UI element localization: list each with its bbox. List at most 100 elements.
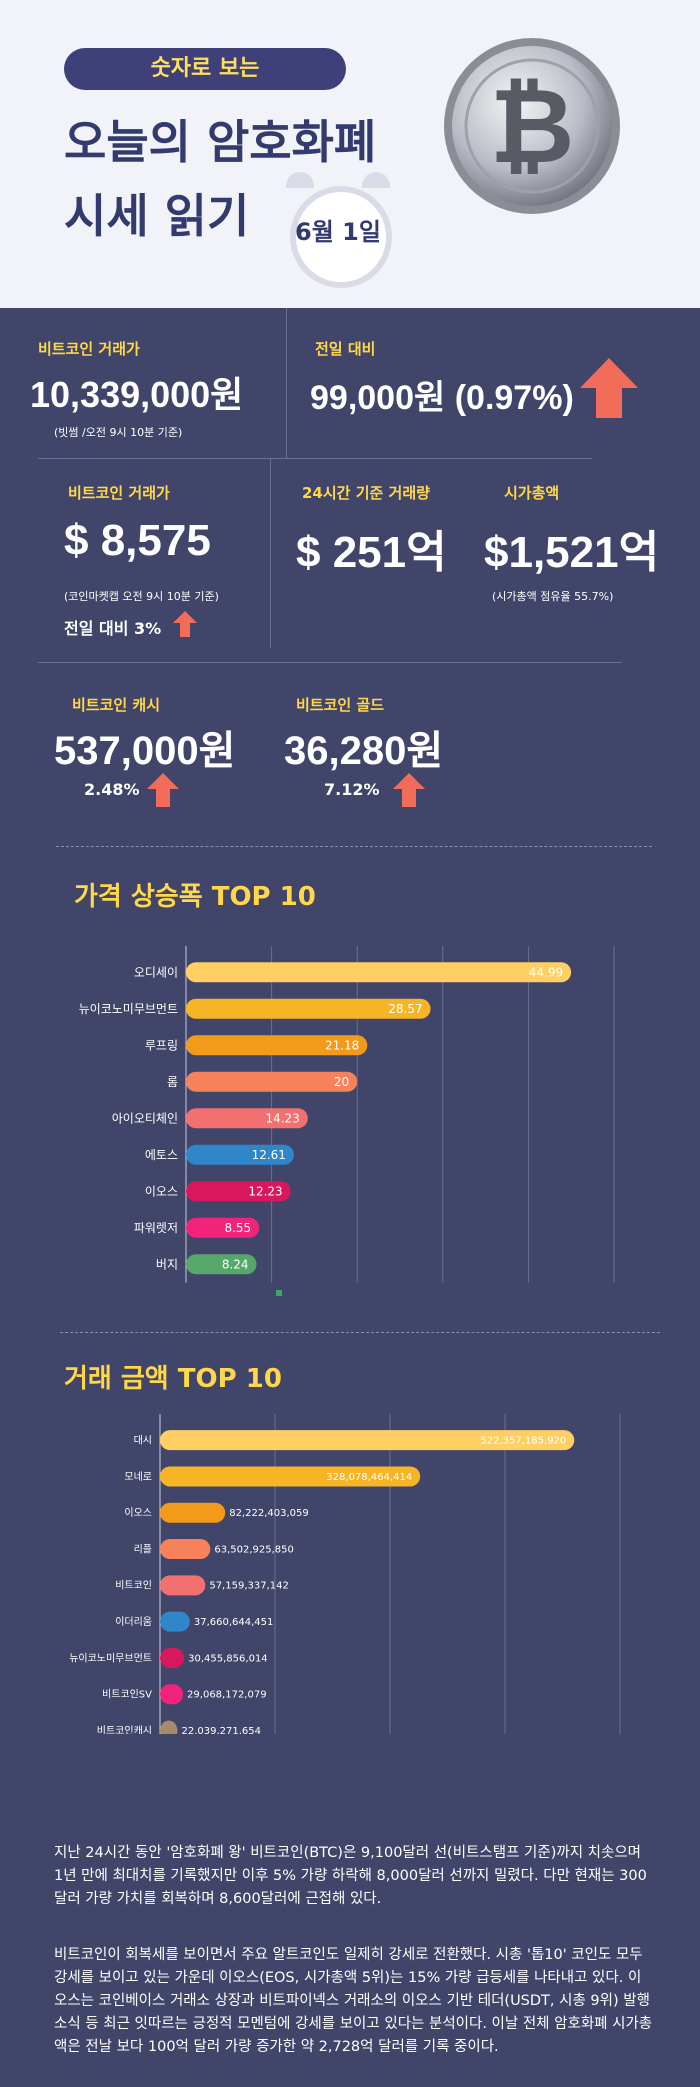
bar — [160, 1684, 184, 1705]
bar — [186, 1254, 257, 1275]
data-label: 12.61 — [252, 1148, 286, 1162]
bar — [186, 1035, 368, 1056]
category-label: 롬 — [167, 1075, 178, 1089]
category-label: 비트코인캐시 — [97, 1725, 152, 1734]
category-label: 버지 — [156, 1257, 178, 1271]
divider — [270, 458, 271, 648]
category-label: 이오스 — [124, 1507, 152, 1519]
header: 숫자로 보는 오늘의 암호화폐 시세 읽기 6월 1일 ₿ — [0, 0, 700, 308]
data-label: 63,502,925,850 — [214, 1544, 294, 1555]
bar — [186, 998, 431, 1019]
chart2-title: 거래 금액 TOP 10 — [64, 1364, 282, 1394]
stats-panel: 비트코인 거래가 10,339,000원 (빗썸 /오전 9시 10분 기준) … — [0, 308, 700, 2087]
data-label: 20 — [334, 1075, 349, 1089]
bar — [186, 1071, 358, 1092]
bch-change: 2.48% — [84, 780, 140, 799]
prev-day-value: 99,000원 (0.97%) — [310, 379, 574, 417]
divider — [60, 1332, 660, 1333]
category-label: 파워렛저 — [134, 1221, 178, 1235]
bar — [186, 1108, 308, 1129]
divider — [286, 308, 287, 458]
market-cap-label: 시가총액 — [504, 484, 560, 502]
bar — [160, 1647, 185, 1668]
page-title-line2: 시세 읽기 — [64, 189, 250, 243]
category-label: 아이오티체인 — [112, 1111, 178, 1125]
bar — [160, 1502, 226, 1523]
divider — [56, 846, 652, 847]
bar — [160, 1575, 206, 1596]
bar — [160, 1430, 575, 1451]
volume-label: 24시간 기준 거래량 — [302, 484, 430, 502]
category-label: 비트코인 — [115, 1580, 152, 1592]
bar — [160, 1539, 211, 1560]
data-label: 8.55 — [224, 1221, 251, 1235]
category-label: 비트코인SV — [102, 1689, 152, 1701]
bch-value: 537,000원 — [54, 729, 236, 773]
data-label: 30,455,856,014 — [188, 1653, 268, 1664]
category-label: 오디세이 — [134, 965, 178, 979]
bar — [186, 1144, 294, 1165]
btg-value: 36,280원 — [284, 729, 444, 773]
data-label: 29,068,172,079 — [187, 1690, 267, 1701]
article-paragraph-1: 지난 24시간 동안 '암호화폐 왕' 비트코인(BTC)은 9,100달러 선… — [54, 1845, 647, 1907]
header-pill: 숫자로 보는 — [64, 48, 346, 90]
category-label: 리플 — [134, 1543, 152, 1555]
prev-day-label: 전일 대비 — [315, 340, 376, 358]
alarm-clock-icon: 6월 1일 — [276, 168, 400, 288]
data-label: 28.57 — [388, 1002, 422, 1016]
data-label: 328,078,464,414 — [326, 1472, 412, 1483]
divider — [38, 458, 592, 459]
market-cap-note: (시가총액 점유율 55.7%) — [492, 590, 614, 603]
up-arrow-icon — [580, 358, 638, 418]
btc-usd-change: 전일 대비 3% — [64, 619, 162, 638]
category-label: 뉴이코노미무브먼트 — [69, 1652, 152, 1664]
trade-volume-chart: 대시 522,357,185,920 모네로 328,078,464,414 이오스 82… — [69, 1414, 621, 1734]
btc-usd-value: $ 8,575 — [64, 516, 211, 565]
category-label: 모네로 — [124, 1471, 152, 1483]
legend-marker — [276, 1290, 282, 1296]
svg-text:₿: ₿ — [490, 65, 575, 187]
btc-usd-label: 비트코인 거래가 — [68, 484, 170, 502]
up-arrow-icon — [393, 773, 425, 807]
data-label: 522,357,185,920 — [480, 1435, 566, 1446]
btc-krw-note: (빗썸 /오전 9시 10분 기준) — [54, 426, 183, 439]
category-label: 이더리움 — [115, 1616, 152, 1628]
divider — [38, 662, 622, 663]
bar — [186, 1217, 260, 1238]
up-arrow-icon — [147, 773, 179, 807]
chart1-title: 가격 상승폭 TOP 10 — [74, 882, 316, 912]
page-title-line1: 오늘의 암호화폐 — [64, 115, 377, 169]
data-label: 12.23 — [248, 1184, 282, 1198]
bar — [160, 1466, 421, 1487]
data-label: 44.99 — [529, 965, 563, 979]
data-label: 14.23 — [265, 1111, 299, 1125]
data-label: 37,660,644,451 — [194, 1617, 274, 1628]
btg-label: 비트코인 골드 — [296, 696, 385, 714]
bitcoin-coin-icon: ₿ — [444, 38, 620, 214]
article-paragraph-2: 비트코인이 회복세를 보이면서 주요 알트코인도 일제히 강세로 전환했다. 시… — [54, 1947, 653, 2055]
date-label: 6월 1일 — [295, 218, 381, 246]
bch-label: 비트코인 캐시 — [72, 696, 161, 714]
category-label: 루프링 — [145, 1038, 178, 1052]
data-label: 8.24 — [222, 1257, 249, 1271]
bar — [160, 1720, 178, 1734]
category-label: 대시 — [134, 1434, 152, 1446]
price-gain-chart: 오디세이 44.99 뉴이코노미무브먼트 28.57 루프링 21.18 롬 20 아이오티체인… — [79, 946, 615, 1296]
category-label: 에토스 — [145, 1148, 178, 1162]
market-cap-value: $1,521억 — [484, 528, 660, 577]
bar — [160, 1611, 190, 1632]
data-label: 21.18 — [325, 1038, 359, 1052]
btc-usd-note: (코인마켓캡 오전 9시 10분 기준) — [64, 590, 219, 603]
data-label: 82,222,403,059 — [229, 1508, 309, 1519]
data-label: 22,039,271,654 — [181, 1726, 261, 1734]
bar — [186, 962, 572, 983]
btc-krw-label: 비트코인 거래가 — [38, 340, 140, 358]
btc-krw-value: 10,339,000원 — [30, 374, 244, 415]
up-arrow-icon — [173, 611, 197, 637]
bar — [186, 1181, 291, 1202]
volume-value: $ 251억 — [296, 528, 447, 577]
category-label: 뉴이코노미무브먼트 — [79, 1002, 178, 1016]
category-label: 이오스 — [145, 1184, 178, 1198]
btg-change: 7.12% — [324, 780, 380, 799]
data-label: 57,159,337,142 — [209, 1581, 289, 1592]
